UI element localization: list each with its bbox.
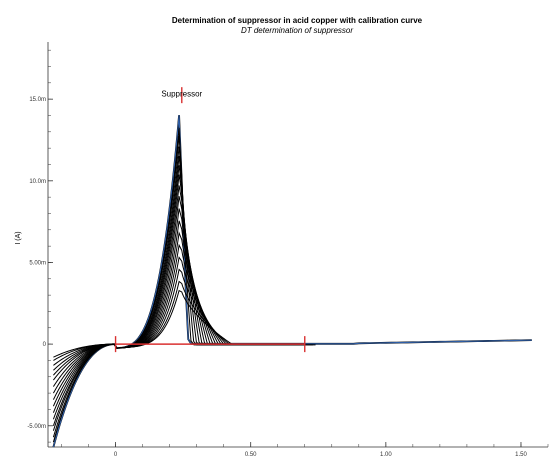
overlay-group: Suppressor (114, 87, 306, 353)
y-tick-label: -5.00m (27, 424, 46, 430)
highlight-curve-0 (52, 115, 532, 448)
curve-series-8 (52, 196, 284, 400)
curve-series-5 (52, 165, 270, 420)
curve-series-4 (52, 155, 267, 426)
curves-group (52, 115, 532, 448)
x-tick-label: 1.00 (380, 452, 392, 458)
curve-series-1 (52, 127, 254, 443)
y-tick-label: 0 (43, 342, 47, 348)
y-axis-label: I (A) (15, 231, 22, 244)
curve-series-0 (52, 115, 532, 448)
curve-series-6 (52, 174, 273, 413)
y-tick-label: 15.0m (29, 97, 46, 103)
axes-group: -5.00m 0 5.00m 10.0m 15.0m 0 0.50 1.00 1.50 (27, 42, 549, 458)
x-tick-label: 0.50 (245, 452, 257, 458)
curve-series-9 (52, 208, 286, 394)
x-tick-label: 0 (114, 452, 118, 458)
curve-series-3 (52, 146, 265, 431)
chart-subtitle: DT determination of suppressor (241, 26, 353, 35)
y-tick-label: 5.00m (29, 260, 46, 266)
x-tick-label: 1.50 (515, 452, 527, 458)
curve-series-2 (52, 135, 257, 438)
chart-title: Determination of suppressor in acid copp… (172, 16, 423, 25)
curve-series-16 (53, 289, 316, 358)
curve-series-7 (52, 185, 281, 407)
peak-annotation-label: Suppressor (161, 89, 202, 98)
y-tick-label: 10.0m (29, 179, 46, 185)
